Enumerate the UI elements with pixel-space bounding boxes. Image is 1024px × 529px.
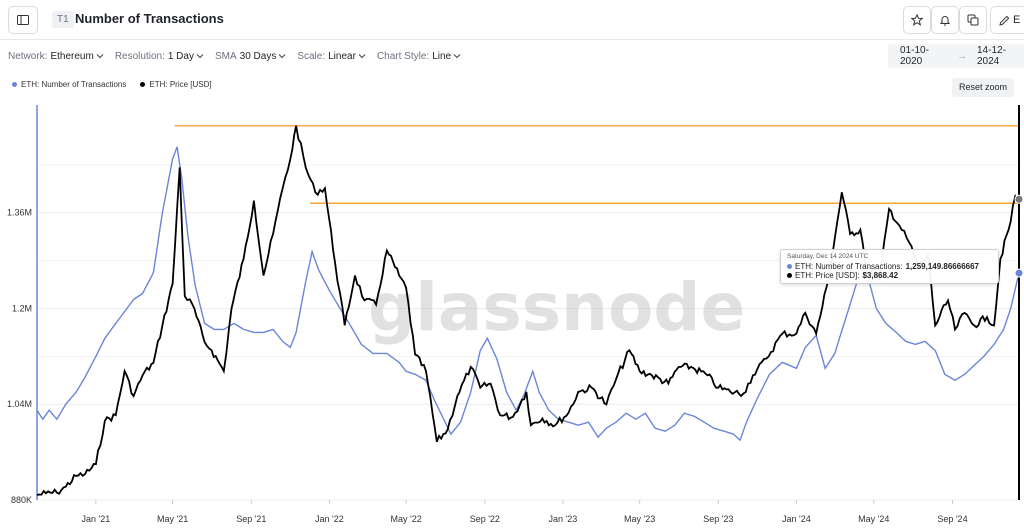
scale-value: Linear: [328, 50, 356, 62]
legend-dot-price: [140, 82, 146, 87]
legend-label-price: ETH: Price [USD]: [149, 80, 212, 89]
date-range-picker[interactable]: 01-10-2020 → 14-12-2024: [888, 44, 1024, 68]
tooltip-value-transactions: 1,259,149.86666667: [905, 262, 979, 271]
network-value: Ethereum: [50, 50, 94, 62]
tooltip-value-price: $3,868.42: [862, 271, 899, 280]
legend-dot-transactions: [12, 82, 17, 87]
sma-select[interactable]: SMA 30 Days: [215, 49, 286, 63]
chart-style-select[interactable]: Chart Style: Line: [377, 49, 461, 63]
reset-zoom-button[interactable]: Reset zoom: [952, 78, 1014, 97]
chart-area[interactable]: 880K 1.04M 1.2M 1.36M Jan '21 May '21 Sep '21…: [0, 100, 1024, 529]
y-tick-label: 880K: [11, 495, 32, 505]
chart-legend: ETH: Number of Transactions ETH: Price […: [12, 80, 212, 89]
network-select[interactable]: Network: Ethereum: [8, 49, 104, 63]
resolution-value: 1 Day: [167, 50, 194, 62]
arrow-right-icon: →: [957, 50, 967, 62]
alert-button[interactable]: [931, 6, 959, 34]
sidebar-icon: [17, 15, 29, 25]
top-bar: T1 Number of Transactions E: [0, 0, 1024, 40]
sma-value: 30 Days: [239, 50, 277, 62]
star-icon: [911, 14, 923, 26]
chevron-down-icon: [278, 54, 286, 59]
page-title: Number of Transactions: [75, 11, 224, 26]
tooltip-row-transactions: ETH: Number of Transactions: 1,259,149.8…: [787, 262, 992, 271]
chart-style-key: Chart Style:: [376, 50, 430, 62]
x-tick-label: Sep '21: [236, 514, 266, 524]
y-tick-label: 1.36M: [7, 208, 32, 218]
y-axis-ticks: 880K 1.04M 1.2M 1.36M: [7, 208, 32, 505]
chart-id-badge: T1: [52, 11, 74, 28]
copy-icon: [967, 14, 979, 26]
transactions-series-line: [36, 146, 1020, 442]
end-date[interactable]: 14-12-2024: [977, 45, 1006, 67]
chevron-down-icon: [96, 54, 104, 59]
y-tick-label: 1.04M: [7, 399, 32, 409]
chart-controls: Network: Ethereum Resolution: 1 Day SMA …: [8, 49, 461, 63]
scale-key: Scale:: [297, 50, 326, 62]
x-tick-label: Sep '22: [470, 514, 500, 524]
duplicate-button[interactable]: [959, 6, 987, 34]
x-tick-label: May '24: [858, 514, 889, 524]
edit-button-label: E: [1013, 14, 1021, 26]
scale-select[interactable]: Scale: Linear: [297, 49, 366, 63]
sidebar-toggle-button[interactable]: [8, 6, 38, 34]
transactions-hover-marker: [1014, 268, 1024, 278]
price-series-line: [36, 125, 1020, 496]
start-date[interactable]: 01-10-2020: [900, 45, 929, 67]
x-axis-ticks: Jan '21 May '21 Sep '21 Jan '22 May '22 Sep '…: [81, 500, 968, 524]
reference-lines: [174, 125, 1019, 204]
favorite-button[interactable]: [903, 6, 931, 34]
tooltip-dot-price: [787, 273, 792, 278]
tooltip-label-transactions: ETH: Number of Transactions:: [795, 262, 903, 271]
resolution-select[interactable]: Resolution: 1 Day: [115, 49, 204, 63]
chevron-down-icon: [358, 54, 366, 59]
bell-icon: [939, 16, 951, 26]
network-key: Network:: [8, 50, 48, 62]
chevron-down-icon: [453, 54, 461, 59]
x-tick-label: Jan '22: [315, 514, 344, 524]
x-tick-label: Sep '23: [703, 514, 733, 524]
legend-item-price[interactable]: ETH: Price [USD]: [140, 80, 212, 89]
x-tick-label: Sep '24: [937, 514, 967, 524]
price-hover-marker: [1014, 194, 1024, 204]
tooltip-date: Saturday, Dec 14 2024 UTC: [787, 253, 869, 260]
tooltip-row-price: ETH: Price [USD]: $3,868.42: [787, 271, 992, 280]
resolution-key: Resolution:: [114, 50, 165, 62]
pencil-icon: [999, 15, 1010, 26]
legend-item-transactions[interactable]: ETH: Number of Transactions: [12, 80, 126, 89]
legend-label-transactions: ETH: Number of Transactions: [21, 80, 127, 89]
edit-button[interactable]: E: [990, 6, 1024, 34]
x-tick-label: Jan '24: [782, 514, 811, 524]
x-tick-label: May '23: [624, 514, 655, 524]
x-tick-label: Jan '21: [81, 514, 110, 524]
chart-style-value: Line: [432, 50, 452, 62]
y-tick-label: 1.2M: [12, 303, 32, 313]
hover-tooltip: Saturday, Dec 14 2024 UTC ETH: Number of…: [780, 249, 999, 284]
sma-key: SMA: [214, 50, 237, 62]
x-tick-label: Jan '23: [548, 514, 577, 524]
tooltip-dot-transactions: [787, 264, 792, 269]
x-tick-label: May '21: [157, 514, 188, 524]
chevron-down-icon: [196, 54, 204, 59]
tooltip-label-price: ETH: Price [USD]:: [795, 271, 860, 280]
watermark: glassnode: [368, 269, 745, 346]
x-tick-label: May '22: [391, 514, 422, 524]
